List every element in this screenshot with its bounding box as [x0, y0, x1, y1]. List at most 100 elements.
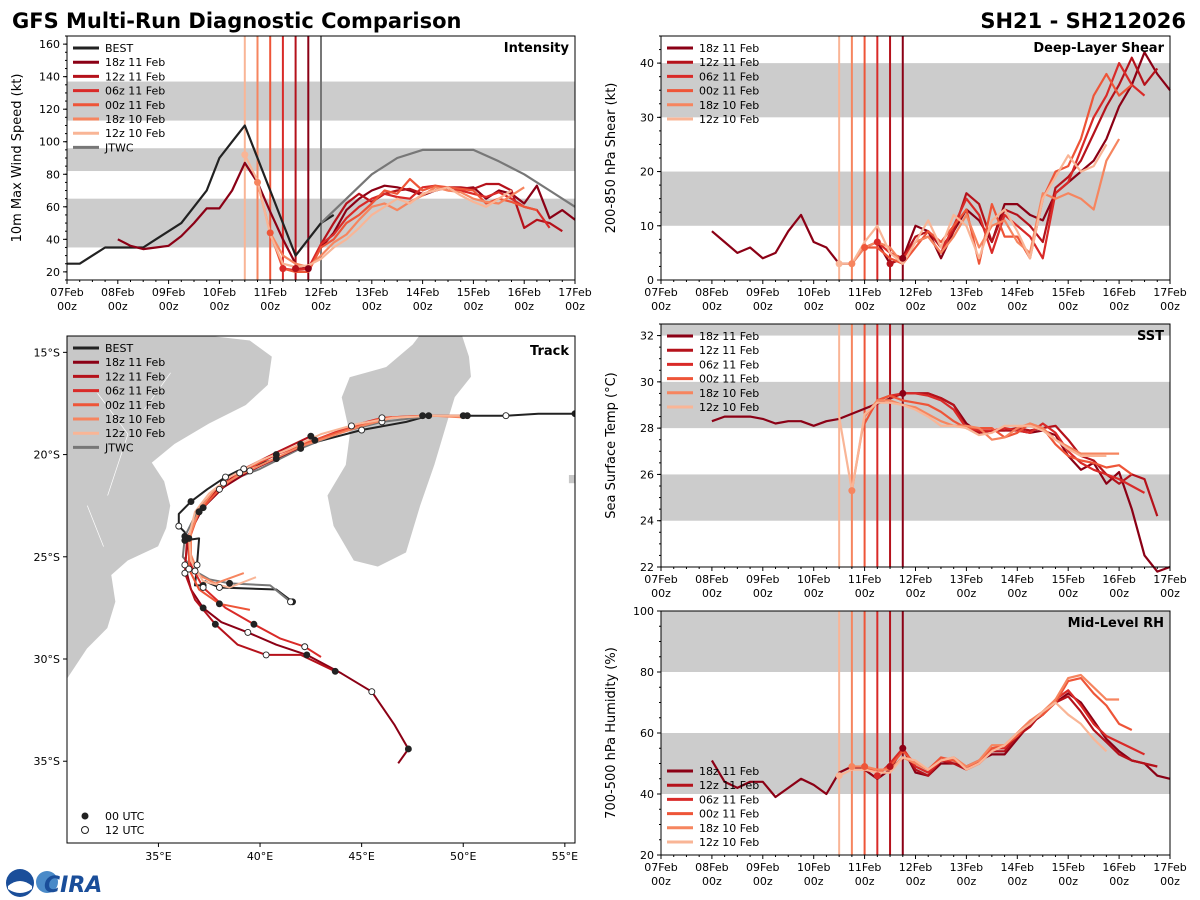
intensity-xtick-hour: 00z — [565, 300, 585, 313]
track-point-06z-11-feb — [199, 584, 207, 591]
sst-series-00z-11-feb — [863, 394, 1133, 476]
intensity-panel-title: Intensity — [504, 41, 570, 56]
sst-ylabel: Sea Surface Temp (°C) — [604, 372, 619, 519]
sst-xtick-date: 15Feb — [1051, 573, 1084, 586]
shear-xtick-date: 15Feb — [1051, 286, 1084, 299]
rh-xtick-hour: 00z — [1007, 875, 1027, 888]
shear-xtick-hour: 00z — [1058, 300, 1078, 313]
rh-panel-title: Mid-Level RH — [1068, 616, 1164, 631]
sst-legend-label-18z-11-feb: 18z 11 Feb — [699, 330, 759, 343]
rh-ytick-label: 20 — [640, 849, 654, 862]
sst-init-point-18z-10-feb — [848, 487, 856, 495]
noaa-wave-icon — [8, 881, 32, 893]
intensity-ylabel: 10m Max Wind Speed (kt) — [10, 74, 25, 243]
sst-xtick-hour: 00z — [804, 587, 824, 600]
track-legend-label-00z-11-feb: 00z 11 Feb — [105, 399, 165, 412]
intensity-xtick-hour: 00z — [159, 300, 179, 313]
shear-init-point-18z-11-feb — [899, 254, 907, 262]
country-border — [143, 372, 171, 410]
intensity-xtick-hour: 00z — [514, 300, 534, 313]
shear-series-12z-10-feb — [839, 143, 1108, 265]
sst-xtick-date: 10Feb — [797, 573, 830, 586]
intensity-xtick-hour: 00z — [464, 300, 484, 313]
intensity-panel: 2040608010012014016007Feb00z08Feb00z09Fe… — [10, 35, 592, 313]
intensity-init-point-12z-10-feb — [241, 151, 249, 159]
track-point-18z-11-feb — [244, 628, 252, 636]
track-point-18z-11-feb — [199, 604, 207, 612]
shear-xtick-date: 13Feb — [950, 286, 983, 299]
storm-id: SH21 - SH212026 — [980, 9, 1186, 33]
sst-legend-label-06z-11-feb: 06z 11 Feb — [699, 358, 759, 371]
shear-legend-label-12z-11-feb: 12z 11 Feb — [699, 56, 759, 69]
track-point-jtwc — [226, 579, 234, 587]
sst-xtick-date: 12Feb — [899, 573, 932, 586]
sst-xtick-hour: 00z — [1160, 587, 1180, 600]
rh-xtick-hour: 00z — [1160, 875, 1180, 888]
marker-legend-filled-icon — [81, 812, 89, 820]
marker-legend-00utc: 00 UTC — [105, 810, 145, 823]
sst-xtick-hour: 00z — [651, 587, 671, 600]
track-legend-label-06z-11-feb: 06z 11 Feb — [105, 385, 165, 398]
track-xtick-label: 35°E — [145, 850, 171, 863]
track-point-best — [187, 498, 195, 506]
intensity-series-best — [67, 124, 335, 265]
shear-xtick-date: 09Feb — [746, 286, 779, 299]
shear-init-point-06z-11-feb — [873, 238, 881, 246]
sst-init-point-18z-11-feb — [899, 389, 907, 397]
track-point-best — [175, 522, 183, 530]
figure-title: GFS Multi-Run Diagnostic Comparison — [12, 9, 461, 33]
intensity-xtick-hour: 00z — [362, 300, 382, 313]
sst-ytick-label: 26 — [640, 468, 654, 481]
shear-band-1 — [661, 63, 1170, 118]
sst-xtick-hour: 00z — [1007, 587, 1027, 600]
track-point-best — [425, 412, 433, 420]
intensity-xtick-date: 17Feb — [558, 286, 591, 299]
shear-xtick-date: 07Feb — [644, 286, 677, 299]
sst-xtick-date: 13Feb — [950, 573, 983, 586]
intensity-series-00z-11-feb — [269, 178, 538, 273]
track-point-best — [571, 410, 575, 418]
rh-ytick-label: 60 — [640, 727, 654, 740]
track-ytick-label: 20°S — [34, 449, 60, 462]
sst-xtick-hour: 00z — [906, 587, 926, 600]
intensity-xtick-hour: 00z — [413, 300, 433, 313]
rh-series-12z-11-feb — [889, 695, 1158, 777]
rh-init-point-18z-11-feb — [899, 744, 907, 752]
shear-legend-label-00z-11-feb: 00z 11 Feb — [699, 85, 759, 98]
track-legend-label-best: BEST — [105, 342, 133, 355]
intensity-xtick-date: 15Feb — [457, 286, 490, 299]
shear-ytick-label: 10 — [640, 220, 654, 233]
shear-xtick-hour: 00z — [804, 300, 824, 313]
shear-ytick-label: 30 — [640, 111, 654, 124]
sst-xtick-hour: 00z — [855, 587, 875, 600]
track-point-00z-11-feb — [459, 412, 467, 420]
track-point-06z-11-feb — [250, 620, 258, 628]
rh-xtick-hour: 00z — [804, 875, 824, 888]
shear-ytick-label: 0 — [647, 274, 654, 287]
intensity-xtick-date: 14Feb — [406, 286, 439, 299]
shear-xtick-date: 08Feb — [695, 286, 728, 299]
sst-legend-label-18z-10-feb: 18z 10 Feb — [699, 387, 759, 400]
country-border — [97, 393, 129, 496]
sst-xtick-date: 17Feb — [1153, 573, 1186, 586]
rh-legend-label-00z-11-feb: 00z 11 Feb — [699, 808, 759, 821]
track-point-00z-11-feb — [195, 508, 203, 516]
intensity-series-12z-10-feb — [243, 154, 513, 269]
intensity-ytick-label: 60 — [46, 201, 60, 214]
intensity-ytick-label: 40 — [46, 233, 60, 246]
rh-xtick-hour: 00z — [1058, 875, 1078, 888]
intensity-xtick-date: 10Feb — [203, 286, 236, 299]
track-ytick-label: 35°S — [34, 755, 60, 768]
track-point-00z-11-feb — [185, 565, 193, 573]
intensity-series-jtwc — [320, 148, 576, 224]
shear-legend-label-12z-10-feb: 12z 10 Feb — [699, 113, 759, 126]
track-xtick-label: 55°E — [552, 850, 578, 863]
intensity-xtick-date: 08Feb — [101, 286, 134, 299]
track-12z-11-feb — [183, 435, 336, 673]
track-xtick-label: 50°E — [450, 850, 476, 863]
rh-init-point-18z-10-feb — [848, 763, 856, 771]
intensity-legend-label-best: BEST — [105, 42, 133, 55]
track-legend-label-18z-10-feb: 18z 10 Feb — [105, 413, 165, 426]
shear-xtick-hour: 00z — [1007, 300, 1027, 313]
